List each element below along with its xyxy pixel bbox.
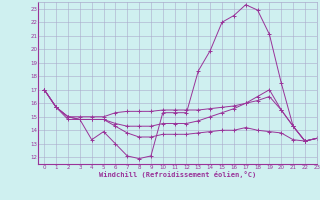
X-axis label: Windchill (Refroidissement éolien,°C): Windchill (Refroidissement éolien,°C) [99,171,256,178]
